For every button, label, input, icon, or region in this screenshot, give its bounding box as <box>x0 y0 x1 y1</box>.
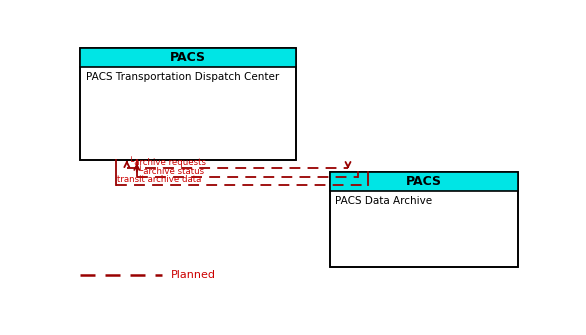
Text: PACS: PACS <box>170 51 206 64</box>
Text: PACS: PACS <box>406 175 442 188</box>
Bar <box>80 48 296 160</box>
Bar <box>330 172 519 267</box>
Bar <box>80 48 296 67</box>
Text: Planned: Planned <box>171 270 216 280</box>
Text: └archive requests: └archive requests <box>129 156 206 167</box>
Bar <box>330 172 519 191</box>
Text: PACS Transportation Dispatch Center: PACS Transportation Dispatch Center <box>86 72 279 82</box>
Bar <box>330 172 519 267</box>
Text: transit archive data: transit archive data <box>117 175 201 184</box>
Bar <box>80 48 296 160</box>
Text: PACS Data Archive: PACS Data Archive <box>335 196 432 206</box>
Text: └archive status: └archive status <box>138 167 204 176</box>
